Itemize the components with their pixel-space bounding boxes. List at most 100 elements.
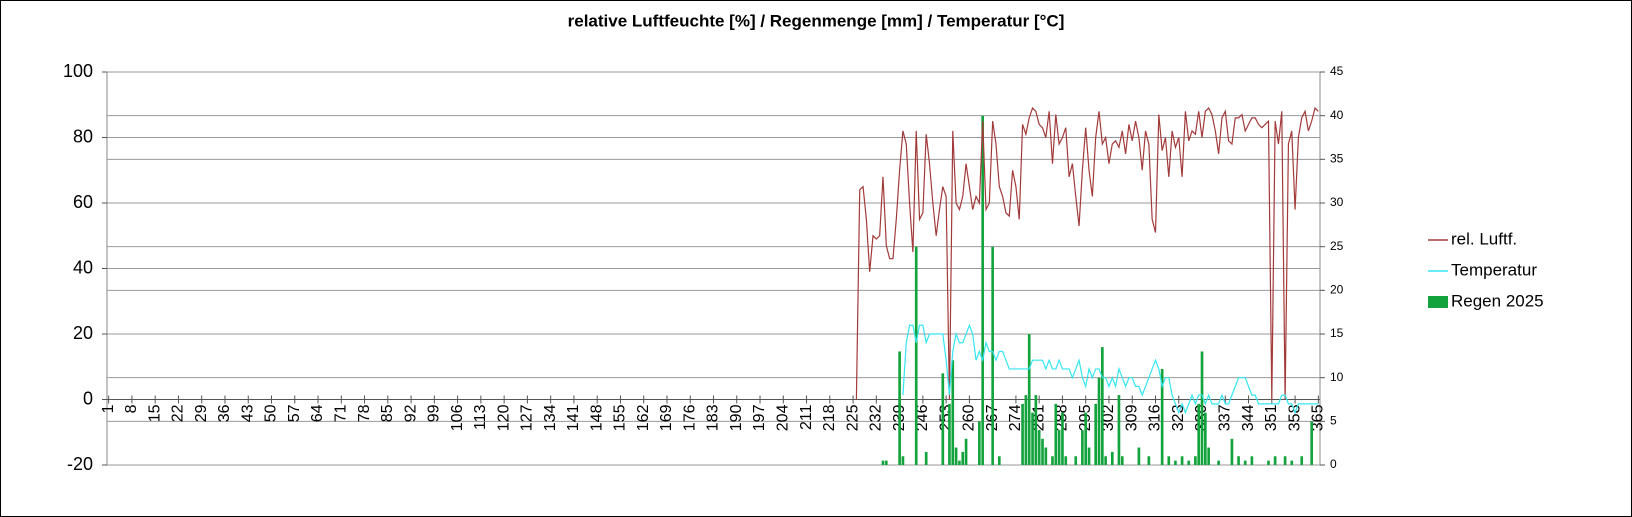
x-tick-label: 15 [146,404,163,422]
rain-bar [1147,456,1151,465]
x-tick-label: 323 [1170,404,1187,431]
rain-bar [1267,460,1270,465]
rain-bar [1230,438,1234,465]
rain-bar [1137,447,1141,465]
rain-bar [1250,456,1254,465]
y2-tick-label: 10 [1330,370,1344,384]
x-tick-label: 365 [1310,404,1327,431]
y2-tick-label: 20 [1330,283,1344,297]
x-tick-label: 337 [1217,404,1234,431]
x-tick-label: 351 [1263,404,1280,431]
rain-bar [1100,347,1104,465]
rain-bar [884,460,888,465]
rain-bar [1084,412,1088,465]
rain-bar [1204,412,1207,465]
x-tick-label: 246 [914,404,931,431]
x-tick-label: 169 [658,404,675,431]
x-tick-label: 92 [402,404,419,422]
x-tick-label: 106 [449,404,466,431]
rain-bar [961,451,965,465]
rain-bar [1187,460,1191,465]
x-tick-label: 358 [1286,404,1303,431]
y-tick-label: 20 [73,323,93,343]
rain-bar [1041,438,1044,465]
x-tick-label: 225 [844,404,861,431]
legend-label: Regen 2025 [1451,291,1544,310]
x-tick-label: 64 [309,404,326,422]
x-tick-label: 8 [123,404,140,413]
y-tick-label: 0 [83,388,93,408]
x-tick-label: 176 [681,404,698,431]
rain-bar [1197,403,1201,465]
rain-bar [1310,421,1314,465]
rain-bar [1081,430,1084,465]
x-tick-label: 155 [612,404,629,431]
x-tick-label: 183 [705,404,722,431]
y2-tick-label: 15 [1330,326,1344,340]
y-tick-label: 40 [73,257,93,277]
legend-swatch [1428,296,1448,308]
rain-bar [1021,403,1024,465]
rain-bar [1044,447,1048,465]
y2-tick-label: 40 [1330,108,1344,122]
x-tick-label: 344 [1240,404,1257,431]
rain-bar [981,115,985,466]
x-tick-label: 36 [216,404,233,422]
y2-tick-label: 0 [1330,457,1337,471]
rain-bar [901,456,905,465]
rain-bar [1117,395,1121,465]
series-line [902,323,1319,415]
x-tick-label: 211 [798,404,815,430]
y2-tick-label: 35 [1330,152,1344,166]
x-tick-label: 1 [100,404,117,413]
rain-bar [1037,430,1041,465]
rain-bar [1120,456,1124,465]
rain-bar [1027,334,1031,465]
rain-bar [1087,447,1091,465]
y2-tick-label: 25 [1330,239,1344,253]
x-tick-label: 134 [542,404,559,431]
y-tick-label: 60 [73,192,93,212]
x-tick-label: 204 [775,404,792,431]
rain-bar [924,451,928,465]
rain-bar [1243,460,1247,465]
x-tick-label: 274 [1007,404,1024,431]
x-tick-label: 141 [565,404,582,431]
x-tick-label: 316 [1147,404,1164,431]
x-tick-label: 148 [588,404,605,431]
x-tick-label: 99 [426,404,443,422]
rain-bar [1200,351,1204,465]
legend-label: Temperatur [1451,260,1537,279]
x-tick-label: 309 [1123,404,1140,431]
rain-bar [1057,430,1061,465]
rain-bar [1207,447,1210,465]
x-tick-label: 127 [519,404,536,431]
y2-tick-label: 45 [1330,64,1344,78]
chart-title: relative Luftfeuchte [%] / Regenmenge [m… [568,11,1065,30]
y-tick-label: 100 [63,61,93,81]
rain-bar [1290,460,1294,465]
legend-label: rel. Luftf. [1451,229,1517,248]
rain-bar [914,246,918,465]
rain-bar [1104,456,1107,465]
x-tick-label: 302 [1100,404,1117,431]
rain-bar [991,246,994,465]
rain-bar [954,447,958,465]
rain-bar [1180,456,1184,465]
x-tick-label: 29 [193,404,210,422]
y2-tick-label: 5 [1330,414,1337,428]
rain-bar [978,421,981,465]
rain-bar [941,373,945,465]
rain-bar [1273,456,1277,465]
rain-bar [1064,456,1068,465]
x-tick-label: 50 [263,404,280,422]
x-tick-label: 43 [239,404,256,422]
rain-bar [958,460,961,465]
rain-bar [881,460,885,465]
x-tick-label: 57 [286,404,303,422]
rain-bar [964,438,968,465]
rain-bar [1283,456,1287,465]
x-tick-label: 120 [495,404,512,431]
rain-bar [1194,456,1197,465]
